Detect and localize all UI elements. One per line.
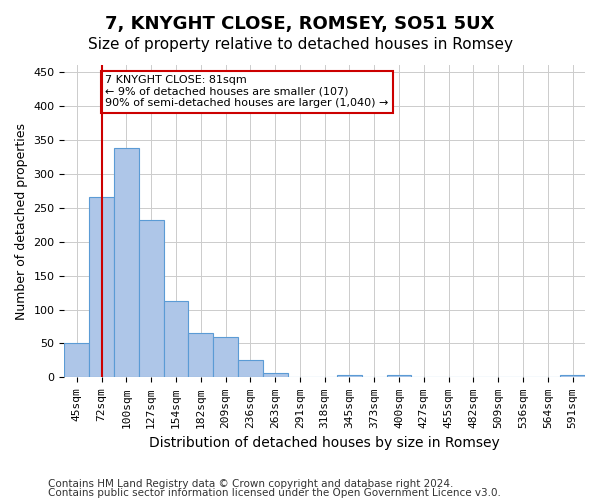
Text: Contains public sector information licensed under the Open Government Licence v3: Contains public sector information licen…	[48, 488, 501, 498]
Y-axis label: Number of detached properties: Number of detached properties	[15, 122, 28, 320]
Text: 7, KNYGHT CLOSE, ROMSEY, SO51 5UX: 7, KNYGHT CLOSE, ROMSEY, SO51 5UX	[105, 15, 495, 33]
Bar	[238, 360, 263, 378]
Text: Contains HM Land Registry data © Crown copyright and database right 2024.: Contains HM Land Registry data © Crown c…	[48, 479, 454, 489]
Bar	[263, 374, 287, 378]
Bar	[64, 344, 89, 378]
Bar	[213, 336, 238, 378]
Bar	[188, 334, 213, 378]
Bar	[560, 374, 585, 378]
Bar	[164, 302, 188, 378]
Text: 7 KNYGHT CLOSE: 81sqm
← 9% of detached houses are smaller (107)
90% of semi-deta: 7 KNYGHT CLOSE: 81sqm ← 9% of detached h…	[106, 75, 389, 108]
Text: Size of property relative to detached houses in Romsey: Size of property relative to detached ho…	[88, 38, 512, 52]
X-axis label: Distribution of detached houses by size in Romsey: Distribution of detached houses by size …	[149, 436, 500, 450]
Bar	[337, 374, 362, 378]
Bar	[139, 220, 164, 378]
Bar	[114, 148, 139, 378]
Bar	[386, 374, 412, 378]
Bar	[89, 198, 114, 378]
